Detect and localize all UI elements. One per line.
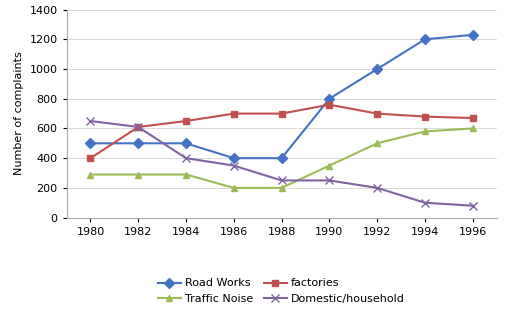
factories: [422, 115, 428, 118]
Y-axis label: Number of complaints: Number of complaints: [14, 52, 24, 175]
Traffic Noise: [374, 141, 380, 145]
Line: factories: factories: [87, 101, 476, 162]
Road Works: [374, 67, 380, 71]
Road Works: [470, 33, 476, 37]
Traffic Noise: [231, 186, 237, 190]
Road Works: [326, 97, 332, 101]
factories: [374, 112, 380, 116]
Line: Road Works: Road Works: [87, 31, 476, 162]
Domestic/household: [231, 164, 237, 168]
Domestic/household: [279, 179, 285, 182]
Traffic Noise: [422, 130, 428, 133]
factories: [279, 112, 285, 116]
Road Works: [231, 156, 237, 160]
factories: [470, 116, 476, 120]
factories: [231, 112, 237, 116]
Road Works: [279, 156, 285, 160]
Domestic/household: [326, 179, 332, 182]
Line: Traffic Noise: Traffic Noise: [87, 125, 476, 191]
Road Works: [183, 141, 189, 145]
Domestic/household: [422, 201, 428, 205]
Traffic Noise: [135, 172, 141, 176]
factories: [88, 156, 94, 160]
Road Works: [88, 141, 94, 145]
Traffic Noise: [326, 164, 332, 168]
Traffic Noise: [470, 126, 476, 130]
Traffic Noise: [88, 172, 94, 176]
Domestic/household: [183, 156, 189, 160]
Domestic/household: [135, 125, 141, 129]
factories: [326, 103, 332, 107]
Domestic/household: [88, 119, 94, 123]
factories: [135, 125, 141, 129]
Line: Domestic/household: Domestic/household: [87, 117, 477, 210]
Road Works: [135, 141, 141, 145]
Traffic Noise: [183, 172, 189, 176]
Legend: Road Works, Traffic Noise, factories, Domestic/household: Road Works, Traffic Noise, factories, Do…: [155, 275, 408, 308]
Traffic Noise: [279, 186, 285, 190]
Road Works: [422, 37, 428, 41]
Domestic/household: [470, 204, 476, 208]
Domestic/household: [374, 186, 380, 190]
factories: [183, 119, 189, 123]
